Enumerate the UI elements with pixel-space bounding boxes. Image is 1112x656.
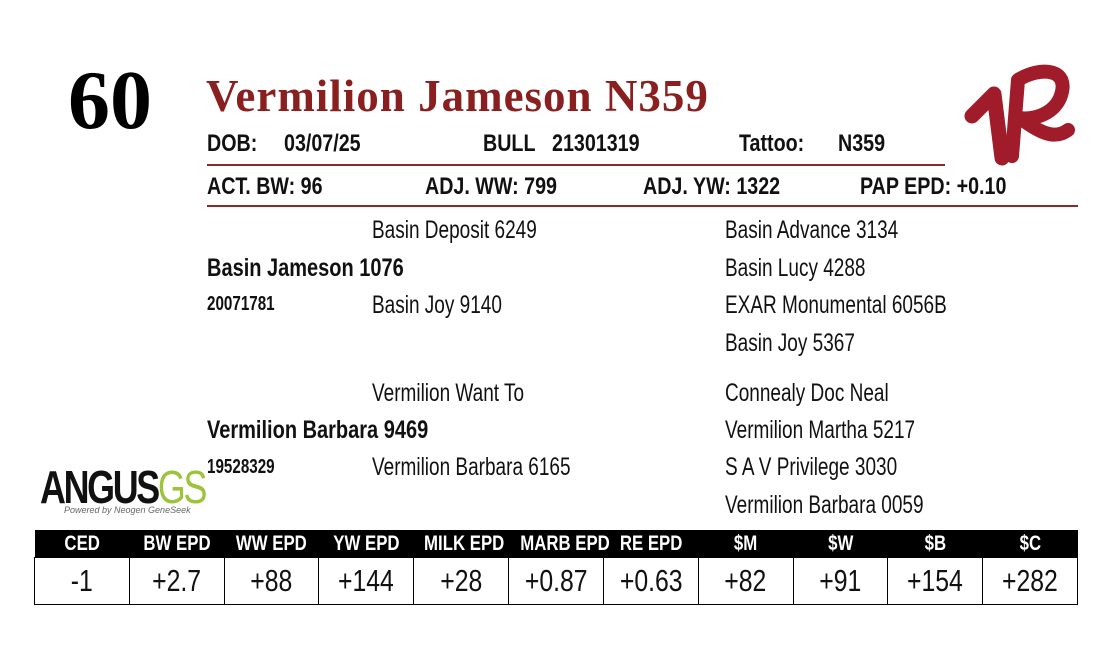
epd-value: +88 — [223, 557, 320, 605]
measure: ACT. BW: 96 — [207, 173, 323, 201]
epd-header-text: BW EPD — [143, 531, 211, 555]
epd-value: +2.7 — [128, 557, 225, 605]
epd-value: +154 — [887, 557, 984, 605]
epd-value-text: +144 — [338, 563, 395, 598]
divider — [207, 205, 1078, 207]
dob: 03/07/25 — [284, 130, 361, 157]
epd-header-row: CED BW EPD WW EPD YW EPD MILK EPD MARB EPD RE … — [34, 530, 1078, 558]
logo-word: ANGUS — [40, 461, 160, 513]
measure-label: ACT. BW: — [207, 173, 296, 200]
sire-dam: Basin Joy 9140 — [372, 291, 502, 319]
epd-value: +82 — [697, 557, 794, 605]
epd-value-text: +91 — [819, 563, 862, 598]
epd-header-text: $B — [924, 531, 946, 555]
ranch-brand — [964, 64, 1075, 166]
tattoo: N359 — [838, 130, 886, 157]
measure-label: ADJ. YW: — [643, 173, 731, 200]
epd-header-text: MILK EPD — [423, 531, 505, 555]
epd-value: +282 — [982, 557, 1078, 605]
measure-label: ADJ. WW: — [425, 173, 519, 200]
measure-value: 799 — [524, 173, 557, 200]
epd-header: RE EPD — [603, 530, 699, 558]
epd-value: -1 — [34, 557, 130, 605]
epd-value: +144 — [318, 557, 415, 605]
registration: 21301319 — [552, 130, 640, 157]
dam-sire: Vermilion Want To — [372, 379, 525, 407]
epd-value-row: -1 +2.7 +88 +144 +28 +0.87 +0.63 +82 +91 +154 +282 — [34, 557, 1078, 605]
epd-header: $C — [982, 530, 1078, 558]
sex: BULL — [483, 130, 536, 157]
logo-tagline: Powered by Neogen GeneSeek — [64, 505, 191, 515]
epd-value-text: +282 — [1002, 563, 1058, 598]
epd-header: CED — [34, 530, 130, 558]
animal-name: Vermilion Jameson N359 — [206, 71, 709, 121]
epd-value: +28 — [413, 557, 510, 605]
epd-header-text: $C — [1019, 531, 1041, 555]
measure: PAP EPD: +0.10 — [860, 173, 1006, 201]
ancestor: S A V Privilege 3030 — [725, 453, 898, 481]
measure-value: 96 — [300, 173, 323, 200]
epd-value-text: +0.63 — [619, 563, 683, 598]
epd-header: MARB EPD — [508, 530, 609, 558]
epd-header: WW EPD — [224, 530, 319, 558]
ancestor: Vermilion Martha 5217 — [725, 416, 916, 444]
logo-suffix: GS — [157, 461, 208, 513]
measure: ADJ. YW: 1322 — [643, 173, 780, 201]
epd-value-text: +154 — [907, 563, 964, 598]
measure-label: PAP EPD: — [860, 173, 952, 200]
epd-value-text: +28 — [440, 563, 483, 598]
epd-header: $B — [887, 530, 983, 558]
ancestor: EXAR Monumental 6056B — [725, 291, 947, 319]
ancestor: Basin Advance 3134 — [725, 216, 899, 244]
epd-header-text: YW EPD — [333, 531, 400, 555]
epd-header-text: $M — [733, 531, 758, 555]
epd-header: MILK EPD — [413, 530, 509, 558]
sire-registration: 20071781 — [207, 293, 275, 315]
epd-header-text: $W — [827, 531, 854, 555]
lot-number: 60 — [68, 54, 152, 147]
epd-value: +91 — [792, 557, 889, 605]
epd-value: +0.87 — [508, 557, 604, 605]
measure-value: +0.10 — [956, 173, 1007, 200]
ancestor: Connealy Doc Neal — [725, 379, 889, 407]
sire-sire: Basin Deposit 6249 — [372, 216, 537, 244]
epd-value-text: +88 — [250, 563, 293, 598]
divider — [207, 164, 945, 166]
epd-header-text: CED — [64, 531, 100, 555]
dob-label: DOB: — [207, 130, 258, 157]
epd-value: +0.63 — [602, 557, 699, 605]
ancestor: Vermilion Barbara 0059 — [725, 491, 924, 519]
sire-name: Basin Jameson 1076 — [207, 254, 404, 282]
epd-header: $W — [793, 530, 888, 558]
epd-value-text: +0.87 — [524, 563, 588, 598]
ancestor: Basin Lucy 4288 — [725, 254, 866, 282]
epd-value-text: +82 — [724, 563, 767, 598]
epd-value-text: -1 — [70, 563, 93, 598]
epd-header-text: RE EPD — [619, 531, 683, 555]
epd-table: CED BW EPD WW EPD YW EPD MILK EPD MARB EPD RE … — [34, 530, 1078, 605]
measure-value: 1322 — [736, 173, 781, 200]
ancestor: Basin Joy 5367 — [725, 329, 855, 357]
dam-name: Vermilion Barbara 9469 — [207, 416, 429, 444]
tattoo-label: Tattoo: — [739, 130, 805, 157]
epd-header: BW EPD — [129, 530, 225, 558]
logo: ANGUSGS — [40, 460, 208, 514]
epd-header-text: MARB EPD — [519, 531, 610, 555]
epd-header-text: WW EPD — [236, 531, 307, 555]
dam-dam: Vermilion Barbara 6165 — [372, 453, 571, 481]
dam-registration: 19528329 — [207, 456, 275, 478]
epd-header: YW EPD — [318, 530, 414, 558]
epd-value-text: +2.7 — [152, 563, 202, 598]
measure: ADJ. WW: 799 — [425, 173, 557, 201]
epd-header: $M — [698, 530, 793, 558]
